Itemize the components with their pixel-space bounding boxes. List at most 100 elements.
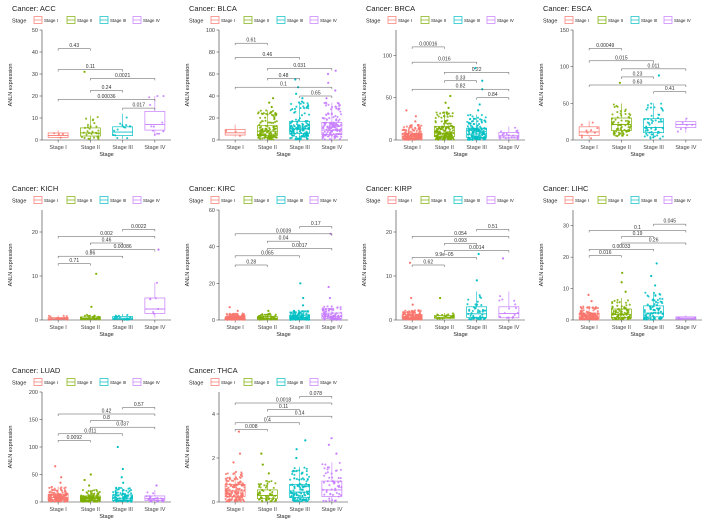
data-point xyxy=(445,132,448,135)
data-point xyxy=(337,495,340,498)
data-point xyxy=(331,499,334,502)
data-point xyxy=(322,481,326,484)
data-point xyxy=(89,318,92,321)
data-point xyxy=(231,314,234,317)
data-point xyxy=(330,134,333,137)
data-point xyxy=(449,315,452,318)
x-axis-title: Stage xyxy=(99,514,113,520)
data-point xyxy=(441,133,444,136)
data-point xyxy=(625,308,628,311)
p-value-label: 0.24 xyxy=(102,85,112,91)
data-point xyxy=(305,470,308,473)
data-point xyxy=(447,316,450,319)
data-point xyxy=(478,128,481,132)
data-point xyxy=(691,123,694,126)
comparison-bracket: 0.00049 xyxy=(588,43,622,51)
data-point xyxy=(515,130,518,133)
data-point xyxy=(438,317,441,320)
data-point xyxy=(328,484,331,487)
legend-label: Stage II xyxy=(608,198,623,203)
data-point xyxy=(482,137,485,140)
data-point xyxy=(237,498,241,501)
legend-label: Stage IV xyxy=(674,198,691,203)
data-point xyxy=(97,132,100,135)
data-point xyxy=(478,134,481,137)
comparison-bracket: 0.00036 xyxy=(57,94,156,102)
data-point xyxy=(620,308,623,311)
bracket-line xyxy=(444,243,477,246)
data-point xyxy=(444,120,447,123)
data-point xyxy=(476,116,480,119)
bracket-line xyxy=(299,226,333,229)
data-point xyxy=(55,495,58,498)
x-tick-label: Stage II xyxy=(435,325,454,331)
data-point xyxy=(234,491,237,494)
outlier-point xyxy=(237,430,241,433)
y-axis-title: ANLN expression xyxy=(539,64,545,107)
data-point xyxy=(274,136,277,139)
data-point xyxy=(442,122,446,125)
p-value-label: 0.11 xyxy=(86,64,96,70)
data-point xyxy=(499,315,502,318)
x-tick-label: Stage I xyxy=(49,325,67,331)
data-point xyxy=(646,134,649,137)
data-point xyxy=(224,483,227,486)
data-point xyxy=(411,134,415,138)
data-point xyxy=(116,491,119,494)
bracket-line xyxy=(90,420,123,423)
data-point xyxy=(61,491,64,494)
data-point xyxy=(240,488,243,491)
y-tick-label: 100 xyxy=(206,28,215,34)
data-point xyxy=(586,311,589,314)
y-tick-label: 2 xyxy=(212,456,215,462)
data-point xyxy=(259,133,262,136)
data-point xyxy=(628,303,631,306)
panel-title: Cancer: LIHC xyxy=(543,184,589,193)
data-point xyxy=(63,487,66,490)
data-point xyxy=(471,138,474,141)
outlier-point xyxy=(238,452,242,455)
p-value-label: 9.9e−05 xyxy=(435,252,453,258)
panel-title: Cancer: THCA xyxy=(189,366,238,375)
data-point xyxy=(472,117,475,120)
y-axis-title: ANLN expression xyxy=(8,244,14,287)
x-tick-label: Stage III xyxy=(112,145,133,151)
data-point xyxy=(335,491,338,494)
data-point xyxy=(511,316,514,319)
data-point xyxy=(323,493,326,496)
data-point xyxy=(643,135,646,138)
data-point xyxy=(478,294,481,297)
y-tick-label: 150 xyxy=(560,28,569,34)
data-point xyxy=(476,300,479,303)
data-point xyxy=(614,134,618,137)
data-point xyxy=(299,107,302,110)
legend-label: Stage I xyxy=(44,18,58,23)
data-point xyxy=(415,136,419,139)
data-point xyxy=(292,497,296,501)
data-point xyxy=(322,312,325,315)
data-point xyxy=(627,309,630,312)
data-point xyxy=(442,136,445,139)
comparison-bracket: 0.33 xyxy=(444,75,477,83)
y-tick-label: 60 xyxy=(209,208,215,214)
data-point xyxy=(329,132,332,135)
outlier-point xyxy=(326,72,330,76)
data-point xyxy=(113,318,116,321)
data-point xyxy=(272,133,275,136)
data-point xyxy=(55,489,58,492)
data-point xyxy=(479,136,482,139)
data-point xyxy=(296,316,300,319)
box xyxy=(144,111,166,131)
data-point xyxy=(478,316,481,319)
data-point xyxy=(619,112,622,115)
data-point xyxy=(58,500,61,503)
data-point xyxy=(305,467,308,470)
x-tick-label: Stage III xyxy=(466,325,487,331)
data-point xyxy=(445,122,448,125)
data-point xyxy=(586,131,589,134)
data-point xyxy=(268,128,271,131)
data-point xyxy=(513,136,516,139)
data-point xyxy=(302,312,305,315)
data-point xyxy=(624,301,628,304)
